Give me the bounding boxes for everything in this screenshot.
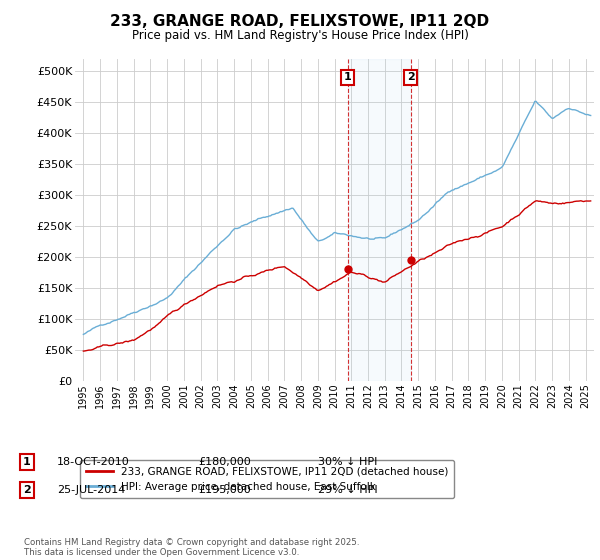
Legend: 233, GRANGE ROAD, FELIXSTOWE, IP11 2QD (detached house), HPI: Average price, det: 233, GRANGE ROAD, FELIXSTOWE, IP11 2QD (…	[80, 460, 454, 498]
Text: 1: 1	[23, 457, 31, 467]
Text: 233, GRANGE ROAD, FELIXSTOWE, IP11 2QD: 233, GRANGE ROAD, FELIXSTOWE, IP11 2QD	[110, 14, 490, 29]
Text: £195,000: £195,000	[198, 485, 251, 495]
Text: Contains HM Land Registry data © Crown copyright and database right 2025.
This d: Contains HM Land Registry data © Crown c…	[24, 538, 359, 557]
Text: 30% ↓ HPI: 30% ↓ HPI	[318, 457, 377, 467]
Text: 2: 2	[23, 485, 31, 495]
Text: 29% ↓ HPI: 29% ↓ HPI	[318, 485, 377, 495]
Bar	[348, 59, 410, 381]
Text: 2: 2	[407, 72, 415, 82]
Text: 25-JUL-2014: 25-JUL-2014	[57, 485, 125, 495]
Text: £180,000: £180,000	[198, 457, 251, 467]
Text: 1: 1	[344, 72, 352, 82]
Text: 18-OCT-2010: 18-OCT-2010	[57, 457, 130, 467]
Text: Price paid vs. HM Land Registry's House Price Index (HPI): Price paid vs. HM Land Registry's House …	[131, 29, 469, 42]
